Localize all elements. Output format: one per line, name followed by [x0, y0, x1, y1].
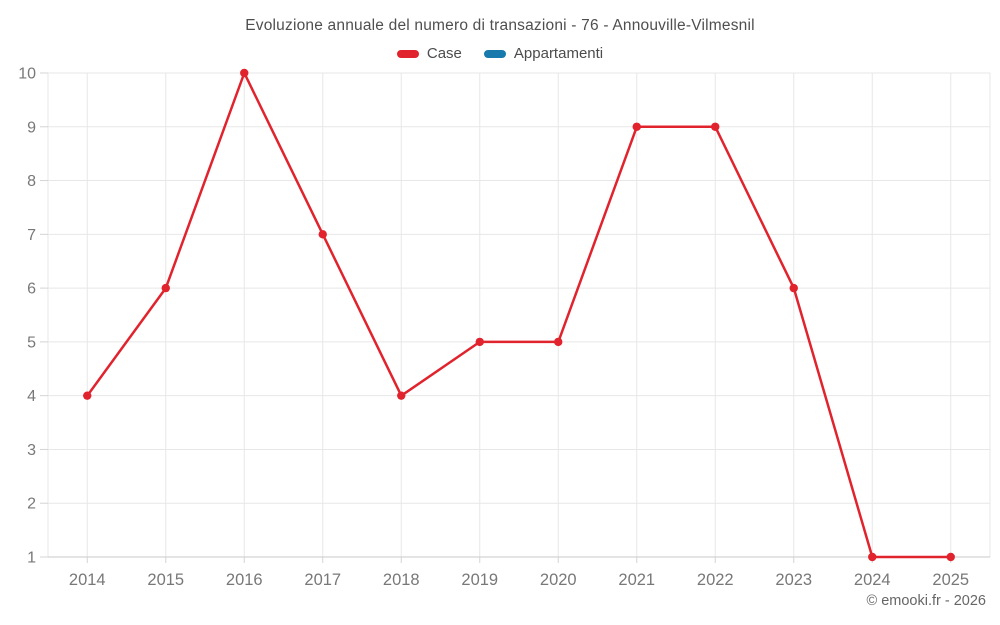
svg-text:2023: 2023 [775, 571, 812, 589]
svg-text:2020: 2020 [540, 571, 577, 589]
svg-text:2017: 2017 [304, 571, 341, 589]
svg-text:2024: 2024 [854, 571, 891, 589]
svg-text:2022: 2022 [697, 571, 734, 589]
svg-text:2016: 2016 [226, 571, 263, 589]
chart-title: Evoluzione annuale del numero di transaz… [245, 17, 755, 34]
svg-text:2015: 2015 [147, 571, 184, 589]
legend-item-appartamenti[interactable]: Appartamenti [483, 45, 604, 62]
legend: Case Appartamenti [0, 45, 1000, 62]
svg-text:6: 6 [27, 281, 36, 298]
svg-text:10: 10 [18, 66, 36, 83]
legend-label-appartamenti: Appartamenti [513, 45, 604, 62]
svg-text:5: 5 [27, 334, 36, 351]
legend-item-case[interactable]: Case [396, 45, 462, 62]
case-series-swatch-icon [396, 49, 419, 58]
svg-text:2: 2 [27, 496, 36, 513]
appartamenti-series-swatch-icon [483, 49, 506, 58]
svg-text:1: 1 [27, 550, 36, 567]
svg-text:2014: 2014 [69, 571, 106, 589]
svg-text:8: 8 [27, 173, 36, 190]
svg-text:7: 7 [27, 227, 36, 244]
svg-text:3: 3 [27, 442, 36, 459]
svg-text:2019: 2019 [461, 571, 498, 589]
legend-label-case: Case [426, 45, 462, 62]
svg-text:9: 9 [27, 119, 36, 136]
svg-text:2025: 2025 [932, 571, 969, 589]
svg-text:4: 4 [27, 388, 36, 405]
svg-text:2018: 2018 [383, 571, 420, 589]
svg-text:2021: 2021 [618, 571, 655, 589]
copyright-text: © emooki.fr - 2026 [866, 593, 986, 609]
